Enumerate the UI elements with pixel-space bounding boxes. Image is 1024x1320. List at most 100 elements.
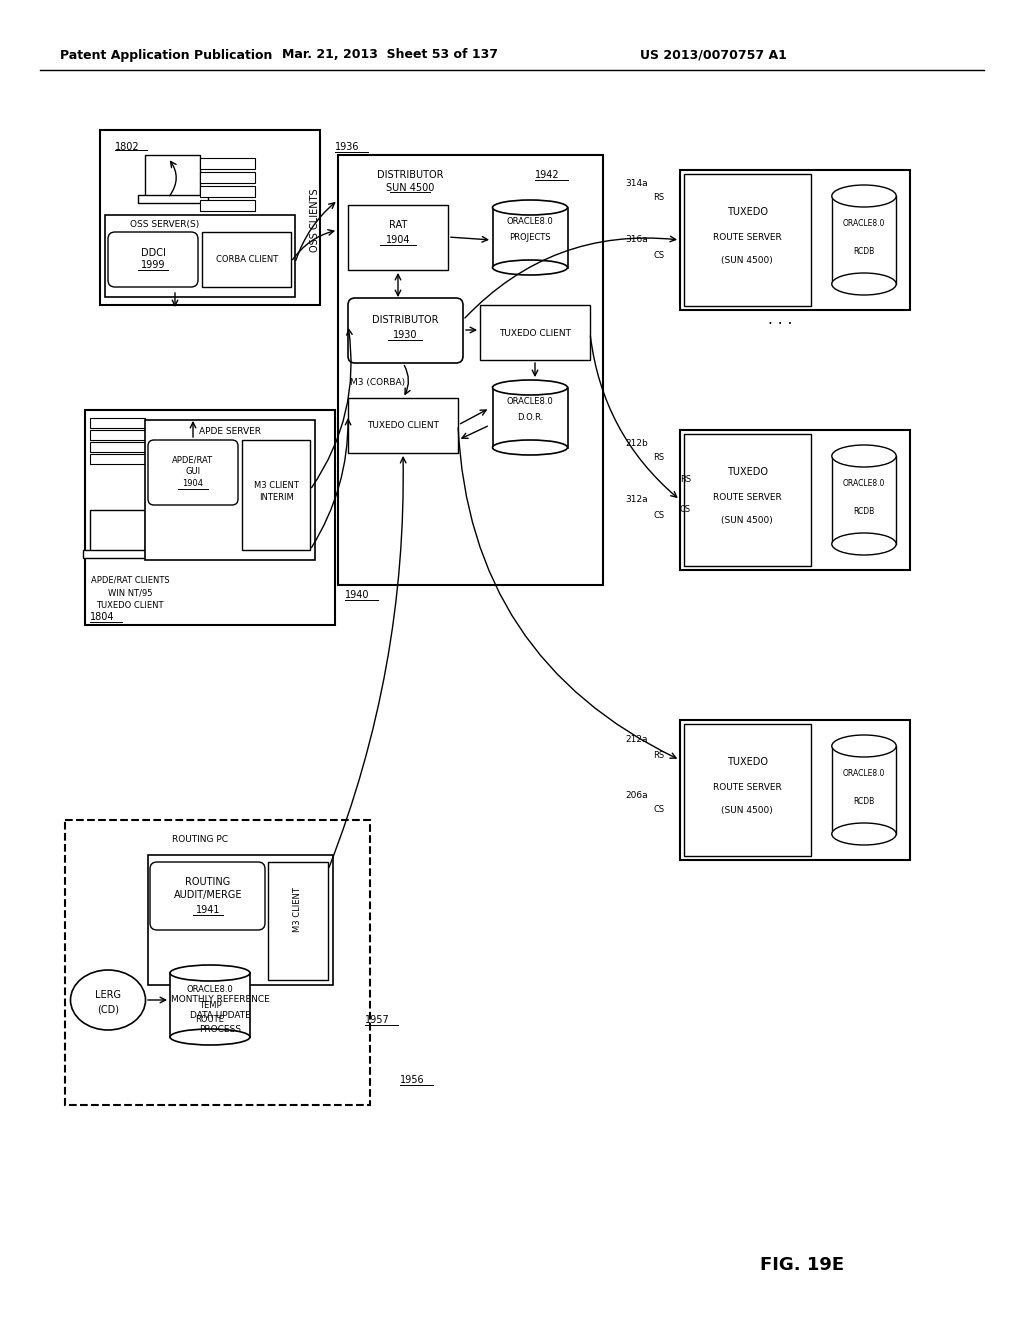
Text: ROUTE SERVER: ROUTE SERVER [713, 783, 781, 792]
Text: CS: CS [680, 506, 691, 515]
Bar [680, 170, 910, 310]
Text: DATA UPDATE: DATA UPDATE [189, 1011, 251, 1019]
Text: M3 (CORBA): M3 (CORBA) [350, 379, 406, 388]
Text: RS: RS [653, 751, 665, 759]
Bar [90, 430, 145, 440]
Text: 312a: 312a [626, 495, 648, 504]
Bar [90, 454, 145, 465]
Text: TEMP: TEMP [199, 1001, 221, 1010]
Bar [145, 154, 200, 201]
Text: 1804: 1804 [90, 612, 115, 622]
Bar [338, 154, 603, 585]
Text: M3 CLIENT: M3 CLIENT [254, 480, 298, 490]
Text: ORACLE8.0: ORACLE8.0 [507, 397, 553, 407]
Bar [170, 973, 250, 1038]
Bar [65, 820, 370, 1105]
Bar [200, 172, 255, 183]
Bar [200, 158, 255, 169]
Ellipse shape [170, 1030, 250, 1045]
Ellipse shape [493, 260, 567, 275]
Text: 206a: 206a [626, 791, 648, 800]
Text: TUXEDO CLIENT: TUXEDO CLIENT [96, 602, 164, 610]
Text: APDE SERVER: APDE SERVER [199, 428, 261, 437]
Ellipse shape [831, 735, 896, 756]
Text: (SUN 4500): (SUN 4500) [721, 807, 773, 816]
Text: AUDIT/MERGE: AUDIT/MERGE [174, 890, 243, 900]
Bar [200, 201, 255, 211]
Bar [200, 186, 255, 197]
Text: DISTRIBUTOR: DISTRIBUTOR [377, 170, 443, 180]
Text: WIN NT/95: WIN NT/95 [108, 589, 153, 598]
Text: TUXEDO: TUXEDO [727, 207, 768, 216]
Text: 1942: 1942 [535, 170, 560, 180]
Text: D.O.R.: D.O.R. [517, 413, 543, 422]
Ellipse shape [831, 533, 896, 554]
Bar [148, 855, 333, 985]
Bar [348, 205, 449, 271]
Text: RS: RS [653, 454, 665, 462]
Text: RCDB: RCDB [853, 247, 874, 256]
Bar [105, 215, 295, 297]
Text: RCDB: RCDB [853, 507, 874, 516]
Bar [138, 195, 208, 203]
Text: ROUTING PC: ROUTING PC [172, 836, 228, 845]
Text: DDCI: DDCI [140, 248, 166, 257]
Ellipse shape [831, 822, 896, 845]
Text: (SUN 4500): (SUN 4500) [721, 516, 773, 525]
Text: RAT: RAT [389, 220, 408, 230]
Text: PROCESS: PROCESS [199, 1026, 241, 1035]
Ellipse shape [493, 440, 567, 455]
Bar [90, 418, 145, 428]
Ellipse shape [71, 970, 145, 1030]
Bar [684, 723, 811, 855]
Text: 212b: 212b [626, 438, 648, 447]
Text: ORACLE8.0: ORACLE8.0 [186, 986, 233, 994]
Text: 212a: 212a [626, 735, 648, 744]
Text: ORACLE8.0: ORACLE8.0 [507, 218, 553, 227]
Text: CS: CS [653, 511, 665, 520]
FancyBboxPatch shape [108, 232, 198, 286]
Text: 1904: 1904 [386, 235, 411, 246]
Text: 1999: 1999 [140, 260, 165, 271]
FancyBboxPatch shape [150, 862, 265, 931]
Bar [480, 305, 590, 360]
Bar [83, 550, 153, 558]
Text: INTERIM: INTERIM [259, 494, 293, 503]
Ellipse shape [493, 201, 567, 215]
Bar [202, 232, 291, 286]
Text: SUN 4500: SUN 4500 [386, 183, 434, 193]
Text: ROUTE: ROUTE [196, 1015, 224, 1024]
Bar [680, 430, 910, 570]
Text: APDE/RAT CLIENTS: APDE/RAT CLIENTS [91, 576, 169, 585]
Text: M3 CLIENT: M3 CLIENT [294, 887, 302, 932]
Text: TUXEDO: TUXEDO [727, 756, 768, 767]
Text: RS: RS [653, 194, 665, 202]
Bar [100, 129, 319, 305]
FancyBboxPatch shape [348, 298, 463, 363]
Text: ROUTE SERVER: ROUTE SERVER [713, 232, 781, 242]
Text: Patent Application Publication: Patent Application Publication [60, 49, 272, 62]
Text: TUXEDO: TUXEDO [727, 467, 768, 477]
Bar [268, 862, 328, 979]
Bar [684, 174, 811, 306]
Text: MONTHLY REFERENCE: MONTHLY REFERENCE [171, 995, 269, 1005]
Bar [85, 411, 335, 624]
Text: 1957: 1957 [365, 1015, 390, 1026]
Text: TUXEDO CLIENT: TUXEDO CLIENT [499, 329, 571, 338]
Text: 1940: 1940 [345, 590, 370, 601]
Text: OSS CLIENTS: OSS CLIENTS [310, 189, 319, 252]
Text: RCDB: RCDB [853, 796, 874, 805]
Text: ROUTING: ROUTING [185, 876, 230, 887]
Text: Mar. 21, 2013  Sheet 53 of 137: Mar. 21, 2013 Sheet 53 of 137 [282, 49, 498, 62]
Bar [90, 510, 145, 554]
Bar [242, 440, 310, 550]
Text: OSS SERVER(S): OSS SERVER(S) [130, 220, 200, 230]
Text: CORBA CLIENT: CORBA CLIENT [216, 255, 279, 264]
Bar [348, 399, 458, 453]
Ellipse shape [493, 380, 567, 395]
Ellipse shape [831, 445, 896, 467]
Bar [831, 195, 896, 284]
Text: US 2013/0070757 A1: US 2013/0070757 A1 [640, 49, 786, 62]
Bar [831, 455, 896, 544]
Text: GUI: GUI [185, 467, 201, 477]
